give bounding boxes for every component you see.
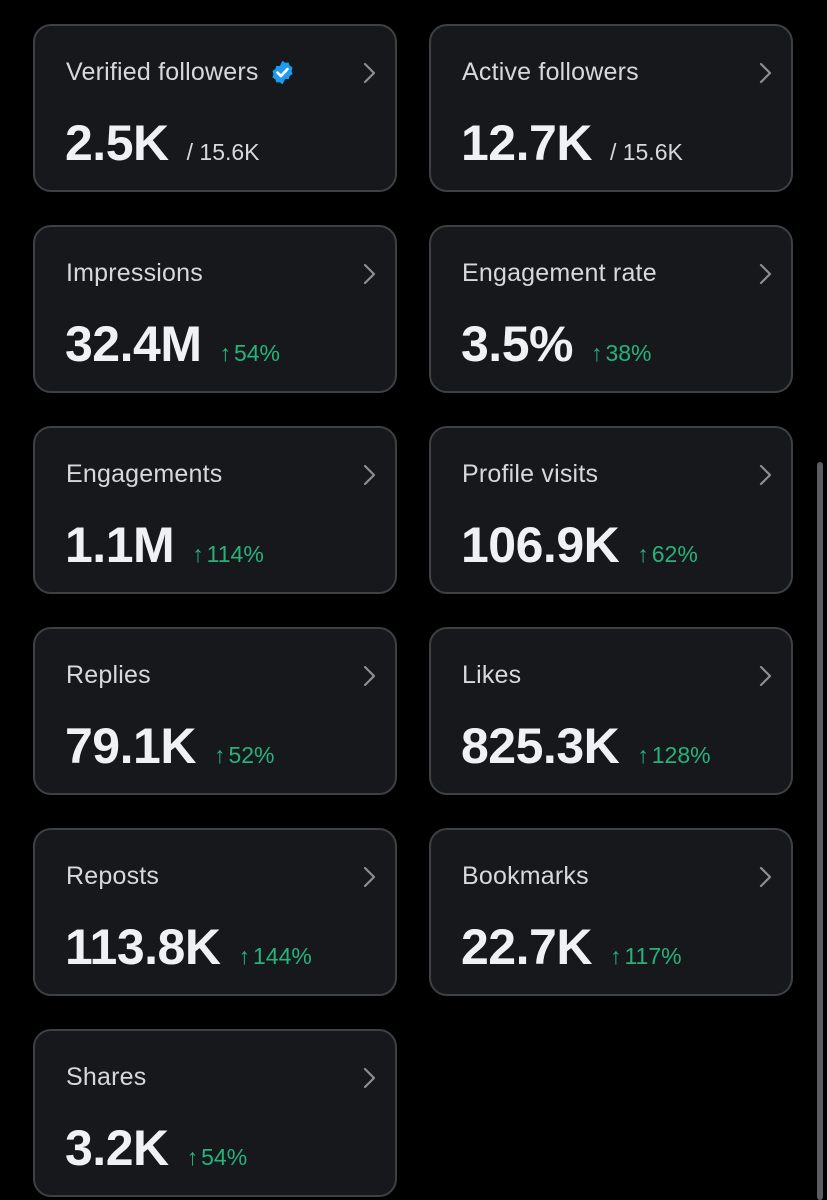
chevron-right-icon — [363, 866, 376, 888]
metric-card-verified-followers[interactable]: Verified followers 2.5K / 15.6K — [33, 24, 397, 192]
metric-value: 2.5K — [65, 115, 169, 171]
metric-total: / 15.6K — [186, 139, 260, 165]
arrow-up-icon: ↑ — [213, 742, 226, 768]
arrow-up-icon: ↑ — [609, 943, 622, 969]
metric-change-value: 117% — [624, 943, 682, 969]
metric-value: 79.1K — [65, 718, 196, 774]
metric-card-replies[interactable]: Replies 79.1K ↑ 52% — [33, 627, 397, 795]
chevron-right-icon — [363, 62, 376, 84]
metric-change: ↑ 117% — [610, 943, 682, 970]
metric-title: Verified followers — [66, 58, 296, 87]
metric-change-value: 54% — [201, 1144, 248, 1170]
metric-card-shares[interactable]: Shares 3.2K ↑ 54% — [33, 1029, 397, 1197]
metric-title: Engagements — [66, 460, 223, 488]
arrow-up-icon: ↑ — [637, 541, 649, 567]
arrow-up-icon: ↑ — [590, 340, 603, 366]
metric-value: 22.7K — [461, 919, 592, 975]
chevron-right-icon — [363, 665, 376, 687]
chevron-right-icon — [363, 464, 376, 486]
chevron-right-icon — [759, 665, 772, 687]
metric-card-engagement-rate[interactable]: Engagement rate 3.5% ↑ 38% — [429, 225, 793, 393]
metric-change: ↑ 54% — [187, 1144, 248, 1171]
chevron-right-icon — [759, 866, 772, 888]
metric-title: Replies — [66, 661, 151, 689]
metric-value-row: 2.5K / 15.6K — [65, 114, 260, 172]
metric-change-value: 128% — [651, 742, 711, 768]
metric-value-row: 106.9K ↑ 62% — [461, 516, 698, 574]
metric-card-bookmarks[interactable]: Bookmarks 22.7K ↑ 117% — [429, 828, 793, 996]
metric-value: 32.4M — [65, 316, 202, 372]
metric-title: Impressions — [66, 259, 203, 287]
metric-value: 825.3K — [461, 718, 620, 774]
metric-value: 106.9K — [461, 517, 620, 573]
chevron-right-icon — [363, 263, 376, 285]
metric-card-engagements[interactable]: Engagements 1.1M ↑ 114% — [33, 426, 397, 594]
metric-title: Likes — [462, 661, 522, 689]
metric-value: 12.7K — [461, 115, 592, 171]
metric-title: Reposts — [66, 862, 160, 890]
metric-title: Shares — [66, 1063, 147, 1091]
metric-value-row: 22.7K ↑ 117% — [461, 918, 682, 976]
chevron-right-icon — [759, 464, 772, 486]
metric-value: 3.5% — [461, 316, 573, 372]
metric-title: Profile visits — [462, 460, 599, 488]
metric-value: 1.1M — [65, 517, 175, 573]
scrollbar-thumb[interactable] — [817, 462, 823, 1200]
chevron-right-icon — [759, 263, 772, 285]
metric-value-row: 3.2K ↑ 54% — [65, 1119, 247, 1177]
metric-card-active-followers[interactable]: Active followers 12.7K / 15.6K — [429, 24, 793, 192]
arrow-up-icon: ↑ — [219, 340, 231, 366]
metric-card-profile-visits[interactable]: Profile visits 106.9K ↑ 62% — [429, 426, 793, 594]
metric-change-value: 52% — [228, 742, 275, 768]
metric-card-likes[interactable]: Likes 825.3K ↑ 128% — [429, 627, 793, 795]
metric-change: ↑ 62% — [637, 541, 698, 568]
arrow-up-icon: ↑ — [637, 742, 649, 768]
metric-change: ↑ 52% — [214, 742, 275, 769]
arrow-up-icon: ↑ — [238, 943, 250, 969]
metric-change: ↑ 144% — [238, 943, 311, 970]
arrow-up-icon: ↑ — [186, 1144, 199, 1170]
metric-title: Bookmarks — [462, 862, 589, 890]
metric-value-row: 825.3K ↑ 128% — [461, 717, 711, 775]
metric-change-value: 54% — [233, 340, 281, 366]
metric-value-row: 12.7K / 15.6K — [461, 114, 683, 172]
metric-total: / 15.6K — [609, 139, 683, 165]
metric-change-value: 114% — [206, 541, 264, 567]
metric-change: ↑ 38% — [591, 340, 652, 367]
metric-value: 3.2K — [65, 1120, 169, 1176]
metric-value-row: 79.1K ↑ 52% — [65, 717, 274, 775]
chevron-right-icon — [759, 62, 772, 84]
metric-change: ↑ 128% — [637, 742, 710, 769]
metric-value-row: 1.1M ↑ 114% — [65, 516, 264, 574]
metric-value: 113.8K — [65, 919, 221, 975]
metric-value-row: 3.5% ↑ 38% — [461, 315, 652, 373]
metric-change-value: 144% — [252, 943, 312, 969]
metric-card-impressions[interactable]: Impressions 32.4M ↑ 54% — [33, 225, 397, 393]
arrow-up-icon: ↑ — [192, 541, 204, 567]
metric-value-row: 32.4M ↑ 54% — [65, 315, 280, 373]
metric-value-row: 113.8K ↑ 144% — [65, 918, 312, 976]
scrollbar[interactable] — [817, 0, 823, 1200]
metric-change-value: 62% — [651, 541, 698, 567]
chevron-right-icon — [363, 1067, 376, 1089]
metric-change: ↑ 54% — [219, 340, 280, 367]
metric-card-reposts[interactable]: Reposts 113.8K ↑ 144% — [33, 828, 397, 996]
verified-badge-icon — [269, 59, 296, 86]
metric-change-value: 38% — [605, 340, 652, 366]
metric-title: Active followers — [462, 58, 639, 86]
metric-title-label: Verified followers — [66, 58, 259, 86]
metric-change: ↑ 114% — [192, 541, 264, 568]
metric-title: Engagement rate — [462, 259, 657, 287]
